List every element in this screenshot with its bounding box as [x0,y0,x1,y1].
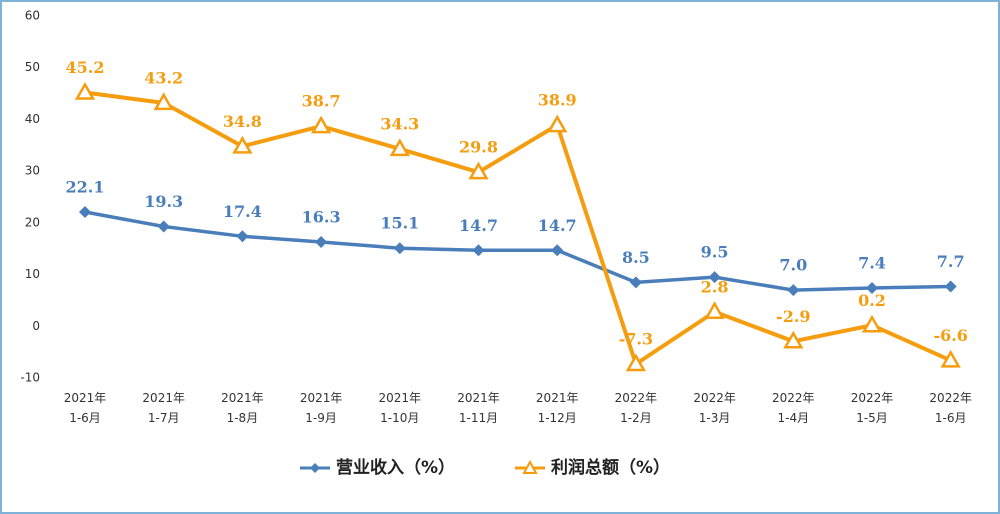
point [547,114,568,133]
point [74,82,96,100]
value-label: 15.1 [380,214,419,233]
x-tick-label: 2021年 1-11月 [457,391,500,425]
x-tick-label: 2021年 1-8月 [221,391,264,425]
value-label: 17.4 [223,202,262,221]
point [472,244,485,257]
value-label: 7.7 [937,252,965,271]
value-label: 0.2 [858,291,886,310]
x-tick-label: 2022年 1-3月 [693,391,736,425]
value-label: 16.3 [302,207,341,226]
value-label: 7.4 [858,254,886,273]
point [940,349,961,368]
value-label: 38.9 [538,91,577,110]
x-tick-label: 2021年 1-7月 [142,391,185,425]
x-tick-label: 2021年 1-6月 [64,391,107,425]
value-label: 38.7 [302,92,341,111]
value-label: -6.6 [933,326,967,345]
x-tick-label: 2021年 1-9月 [300,391,343,425]
value-label: 7.0 [779,256,807,275]
point [787,284,800,297]
legend-label: 利润总额（%） [551,457,670,478]
value-label: -2.9 [776,307,810,326]
value-label: 29.8 [459,138,498,157]
point [389,138,410,157]
y-tick-label: 50 [25,60,40,74]
point [629,276,642,289]
point [157,220,170,233]
point [232,135,253,154]
value-label: 34.8 [223,112,262,131]
value-label: 34.3 [380,114,419,133]
point [625,353,647,372]
series-line [84,90,952,368]
value-label: 8.5 [622,248,650,267]
point [310,115,332,134]
y-tick-label: 30 [25,164,40,178]
point [468,161,489,180]
point [236,230,249,243]
y-tick-label: 10 [25,267,40,281]
point [861,314,883,333]
point [783,330,804,349]
point [79,205,91,218]
value-label: -7.3 [619,330,653,349]
legend-marker [522,459,538,474]
x-tick-label: 2022年 1-6月 [929,391,972,425]
value-label: 9.5 [701,243,729,262]
legend-label: 营业收入（%） [336,457,455,478]
y-tick-label: 60 [25,9,40,23]
y-tick-label: 20 [25,215,40,229]
value-label: 2.8 [701,277,729,296]
y-tick-label: 40 [25,112,40,126]
point [944,280,957,293]
value-label: 19.3 [144,192,183,211]
value-label: 22.1 [66,177,105,196]
point [153,92,174,111]
point [866,282,878,295]
value-label: 45.2 [66,58,105,77]
y-tick-label: -10 [20,371,40,385]
x-tick-label: 2022年 1-2月 [615,391,658,425]
value-label: 14.7 [459,216,498,235]
x-tick-label: 2022年 1-5月 [851,391,894,425]
point [708,271,721,284]
value-label: 14.7 [538,216,577,235]
x-tick-label: 2021年 1-10月 [379,391,422,425]
legend-marker [310,463,320,473]
point [704,301,725,320]
point [393,242,406,255]
value-label: 43.2 [144,68,183,87]
y-tick-label: 0 [32,319,40,333]
x-tick-label: 2021年 1-12月 [536,391,579,425]
point [551,244,564,257]
x-tick-label: 2022年 1-4月 [772,391,815,425]
series-line [84,210,951,292]
point [315,235,328,248]
